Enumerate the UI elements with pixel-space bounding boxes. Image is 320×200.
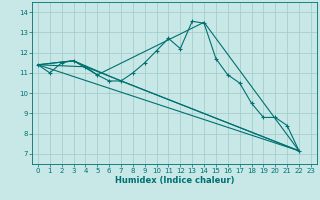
X-axis label: Humidex (Indice chaleur): Humidex (Indice chaleur) (115, 176, 234, 185)
